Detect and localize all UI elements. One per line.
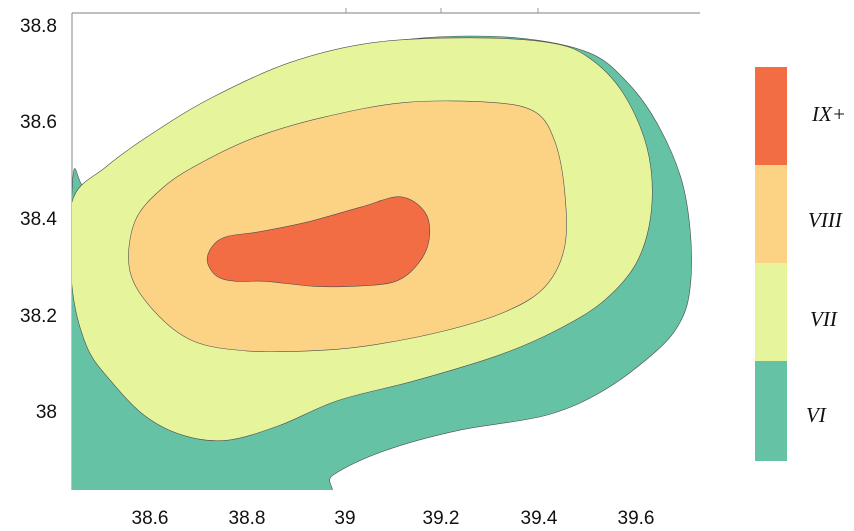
y-tick-label: 38.4: [20, 209, 57, 230]
legend-label-vi: VI: [806, 403, 827, 427]
y-tick-label: 38.8: [20, 16, 57, 37]
x-tick-label: 39: [334, 508, 355, 529]
x-tick-label: 38.8: [229, 508, 266, 529]
legend-label-vii: VII: [810, 307, 838, 331]
legend: IX+ VIII VII VI: [755, 67, 846, 461]
y-tick-label: 38.6: [20, 112, 57, 133]
x-tick-label: 39.4: [521, 508, 558, 529]
x-tick-label: 38.6: [132, 508, 169, 529]
contour-regions: [72, 35, 692, 490]
legend-label-ix-plus: IX+: [811, 102, 846, 126]
y-tick-label: 38.2: [20, 306, 57, 327]
x-tick-label: 39.2: [423, 508, 460, 529]
region-ix-plus: [206, 196, 431, 288]
x-axis-ticks: 38.6 38.8 39 39.2 39.4 39.6: [132, 508, 655, 529]
legend-swatch-viii: [755, 165, 787, 263]
legend-swatch-ix-plus: [755, 67, 787, 165]
legend-swatch-vii: [755, 263, 787, 361]
top-tick-marks: [345, 8, 539, 13]
x-tick-label: 39.6: [618, 508, 655, 529]
legend-label-viii: VIII: [808, 208, 843, 232]
legend-swatch-vi: [755, 361, 787, 461]
y-tick-label: 38: [36, 402, 57, 423]
y-axis-ticks: 38 38.2 38.4 38.6 38.8: [20, 16, 57, 423]
